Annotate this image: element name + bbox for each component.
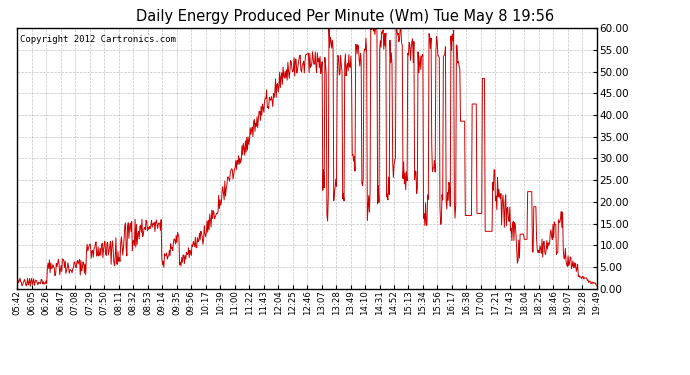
Text: Daily Energy Produced Per Minute (Wm) Tue May 8 19:56: Daily Energy Produced Per Minute (Wm) Tu… — [136, 9, 554, 24]
Text: Copyright 2012 Cartronics.com: Copyright 2012 Cartronics.com — [19, 34, 175, 44]
